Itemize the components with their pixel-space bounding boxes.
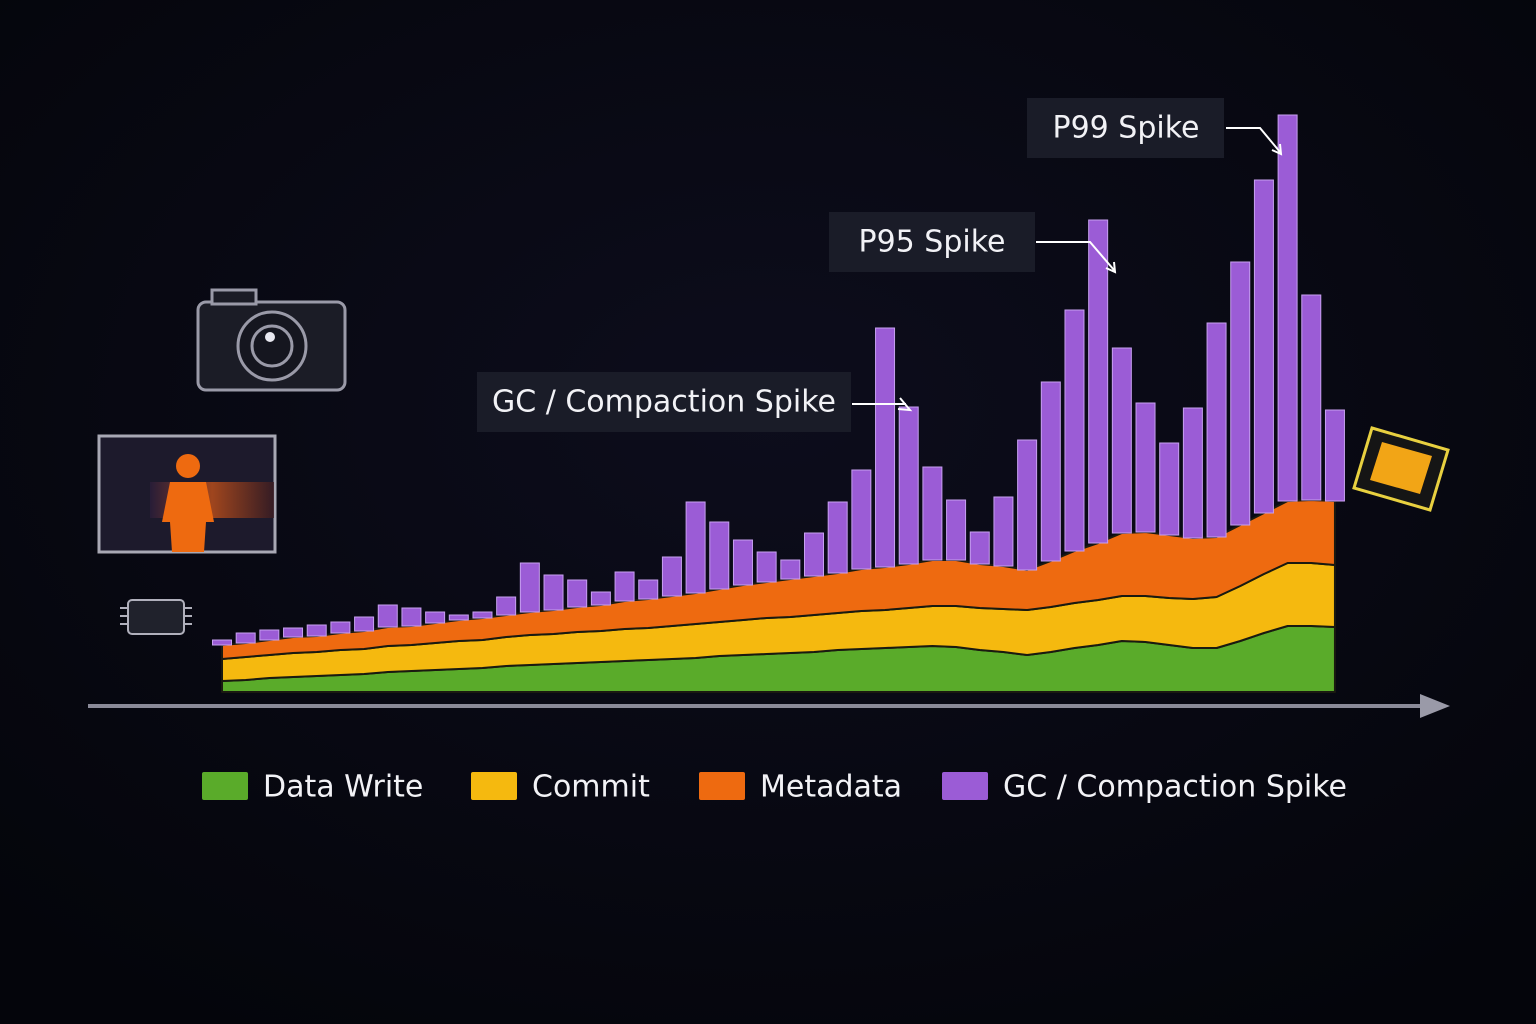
bar	[709, 521, 730, 590]
legend-label: GC / Compaction Spike	[1003, 770, 1347, 805]
bar	[661, 556, 682, 597]
annotation-arrow	[1036, 241, 1117, 274]
bar	[614, 571, 635, 602]
bar	[804, 532, 824, 577]
bar	[1111, 347, 1132, 534]
annotation-text: P95 Spike	[859, 225, 1006, 260]
annotation-arrow	[852, 397, 913, 412]
bar	[946, 499, 967, 561]
bar	[875, 327, 896, 568]
bar	[685, 501, 706, 594]
bar	[1017, 439, 1038, 571]
bar	[543, 574, 564, 611]
bar	[1253, 179, 1274, 514]
legend-swatch	[699, 772, 745, 800]
annotation: GC / Compaction Spike	[477, 372, 913, 432]
bar	[1159, 442, 1180, 536]
bar	[235, 632, 256, 644]
bar	[425, 611, 446, 624]
bar	[969, 531, 990, 565]
bar	[306, 624, 327, 637]
bar	[377, 604, 398, 628]
annotation: P99 Spike	[1027, 98, 1283, 158]
bar	[1182, 407, 1203, 539]
bar	[283, 627, 304, 638]
bar	[1064, 309, 1085, 552]
bar	[1206, 322, 1227, 538]
bar	[354, 616, 375, 632]
legend: Data Write Commit Metadata GC / Compaction …	[202, 770, 1347, 805]
bar	[922, 466, 943, 561]
bar	[756, 551, 777, 583]
bar	[472, 611, 493, 619]
bar	[330, 621, 351, 634]
bar	[898, 406, 919, 565]
legend-label: Commit	[532, 770, 650, 805]
bar	[732, 539, 753, 586]
bar	[519, 562, 540, 613]
bar	[1040, 381, 1061, 562]
bar	[780, 559, 801, 580]
annotation-text: GC / Compaction Spike	[492, 385, 836, 420]
bar	[1230, 261, 1251, 526]
bar	[1324, 409, 1345, 502]
bar	[567, 579, 588, 608]
bar	[590, 591, 611, 606]
bar	[401, 607, 422, 627]
legend-swatch	[202, 772, 248, 800]
legend-label: Metadata	[760, 770, 902, 805]
bar	[851, 469, 872, 570]
annotation-text: P99 Spike	[1053, 111, 1200, 146]
legend-swatch	[471, 772, 517, 800]
annotation-box	[477, 372, 851, 432]
bar	[993, 496, 1014, 567]
bar	[212, 639, 232, 646]
chip-icon	[120, 599, 192, 635]
bar	[259, 629, 280, 641]
bar	[1301, 294, 1322, 501]
bar	[1088, 219, 1109, 544]
annotation-box	[829, 212, 1035, 272]
camera-icon	[196, 288, 347, 392]
bar	[638, 579, 659, 600]
bar	[1135, 402, 1156, 533]
annotation: P95 Spike	[829, 212, 1117, 274]
legend-label: Data Write	[263, 770, 423, 805]
annotation-arrow	[1226, 127, 1283, 156]
plot-area	[212, 114, 1345, 693]
bar	[448, 614, 469, 621]
annotation-box	[1027, 98, 1224, 158]
processor-icon	[1352, 426, 1450, 512]
person-frame-icon	[97, 434, 277, 554]
bar	[827, 501, 848, 574]
bar	[1277, 114, 1298, 502]
legend-swatch	[942, 772, 988, 800]
x-axis-arrow	[1420, 694, 1450, 718]
bar	[496, 596, 517, 616]
